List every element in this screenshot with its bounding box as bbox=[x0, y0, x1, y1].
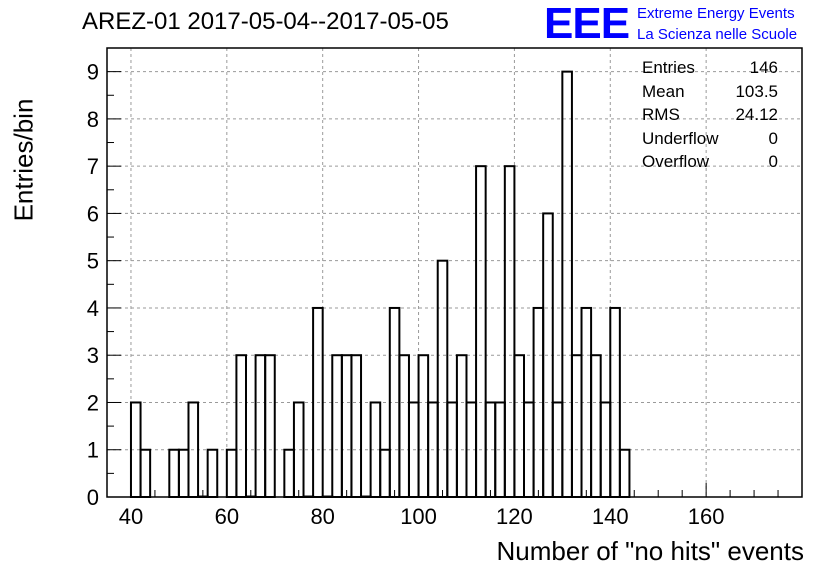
stat-value: 0 bbox=[768, 128, 778, 148]
stat-label: RMS bbox=[642, 105, 680, 124]
stat-value: 0 bbox=[768, 152, 778, 171]
histogram-bar bbox=[283, 448, 295, 499]
histogram-bar bbox=[331, 354, 343, 499]
eee-logo-mark: EEE bbox=[544, 0, 630, 48]
x-tick-label: 60 bbox=[215, 504, 239, 529]
histogram-bar bbox=[235, 354, 247, 499]
stat-row-overflow: Overflow 0 bbox=[642, 152, 778, 176]
y-tick-label: 2 bbox=[87, 390, 99, 415]
stat-row-underflow: Underflow 0 bbox=[642, 129, 778, 153]
histogram-bar bbox=[513, 354, 526, 499]
stats-box: Entries 146 Mean 103.5 RMS 24.12 Underfl… bbox=[642, 58, 778, 176]
plot-title: AREZ-01 2017-05-04--2017-05-05 bbox=[82, 8, 449, 35]
stat-row-mean: Mean 103.5 bbox=[642, 82, 778, 106]
x-tick-label: 120 bbox=[496, 504, 533, 529]
histogram-bar bbox=[254, 354, 267, 499]
stat-label: Underflow bbox=[642, 128, 719, 148]
x-tick-label: 160 bbox=[688, 504, 725, 529]
y-tick-label: 7 bbox=[87, 154, 99, 179]
stat-label: Mean bbox=[642, 81, 685, 101]
histogram-bar bbox=[264, 354, 276, 499]
histogram-bar bbox=[379, 448, 391, 499]
histogram-bar bbox=[455, 354, 468, 499]
stat-row-rms: RMS 24.12 bbox=[642, 105, 778, 129]
histogram-bar bbox=[590, 354, 602, 499]
stat-value: 146 bbox=[749, 58, 778, 77]
x-tick-label: 40 bbox=[119, 504, 143, 529]
y-tick-label: 9 bbox=[87, 60, 99, 85]
histogram-bar bbox=[139, 448, 152, 499]
y-axis-title: Entries/bin bbox=[8, 98, 39, 222]
histogram-bar bbox=[570, 354, 583, 499]
histogram-bar bbox=[177, 448, 190, 499]
stat-value: 103.5 bbox=[735, 81, 778, 101]
y-tick-label: 0 bbox=[87, 485, 99, 510]
x-axis-title: Number of "no hits" events bbox=[496, 536, 805, 566]
y-tick-label: 4 bbox=[87, 296, 99, 321]
histogram-bar bbox=[561, 70, 573, 498]
stat-label: Overflow bbox=[642, 152, 710, 171]
y-tick-label: 6 bbox=[87, 201, 99, 226]
y-tick-label: 1 bbox=[87, 438, 99, 463]
stat-value: 24.12 bbox=[735, 105, 778, 124]
x-tick-label: 140 bbox=[592, 504, 629, 529]
histogram-bar bbox=[618, 448, 631, 499]
logo-text-line1: Extreme Energy Events bbox=[637, 5, 795, 22]
stat-row-entries: Entries 146 bbox=[642, 58, 778, 82]
histogram-bar bbox=[225, 448, 238, 499]
y-axis-title-container: Entries/bin bbox=[4, 99, 44, 222]
x-tick-label: 100 bbox=[400, 504, 437, 529]
y-tick-label: 8 bbox=[87, 107, 99, 132]
logo-text-line2: La Scienza nelle Scuole bbox=[637, 26, 798, 43]
histogram-bar bbox=[417, 354, 430, 499]
x-tick-label: 80 bbox=[310, 504, 334, 529]
plot-frame bbox=[106, 47, 803, 498]
histogram-bar bbox=[475, 165, 487, 498]
histogram-bar bbox=[340, 354, 353, 499]
histogram-bar bbox=[503, 165, 516, 498]
y-tick-label: 5 bbox=[87, 249, 99, 274]
histogram-bar bbox=[398, 354, 410, 499]
histogram-bar bbox=[350, 354, 363, 499]
histogram-bar bbox=[168, 448, 180, 499]
histogram-bar bbox=[436, 259, 449, 498]
y-tick-label: 3 bbox=[87, 343, 99, 368]
stat-label: Entries bbox=[642, 58, 695, 77]
histogram-bar bbox=[206, 448, 219, 499]
